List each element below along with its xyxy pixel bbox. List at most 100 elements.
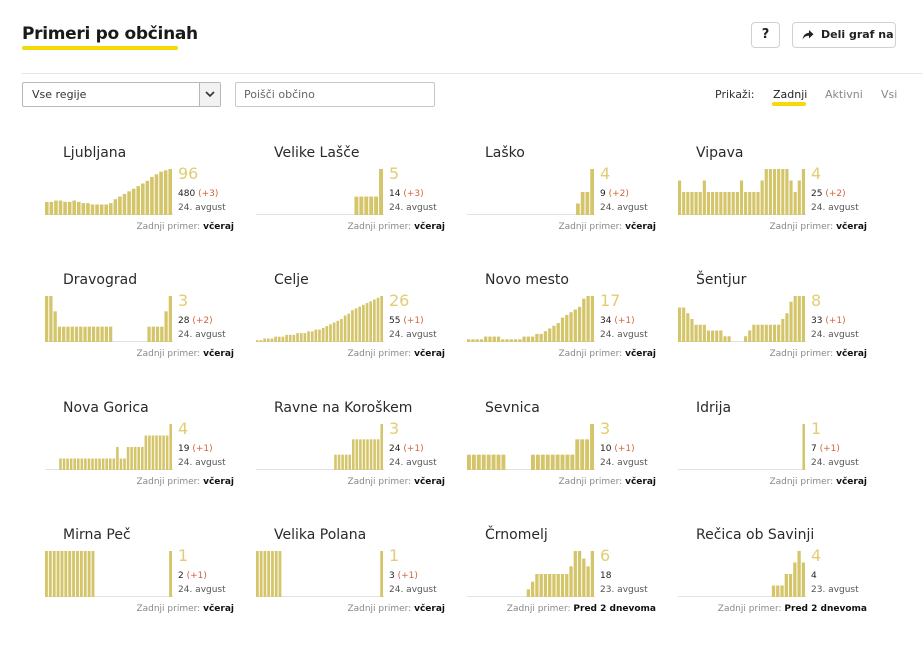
chart-bar — [95, 204, 99, 215]
show-label: Prikaži: — [715, 88, 755, 101]
new-cases-delta: (+2) — [825, 189, 846, 199]
chart-bar — [84, 458, 87, 470]
chart-bar — [83, 551, 87, 597]
chart-bar — [560, 574, 565, 597]
chart-bar — [274, 336, 277, 342]
chart-bar — [325, 326, 329, 342]
chart-bar — [53, 311, 57, 342]
chart-bar — [288, 334, 292, 342]
chart-bar — [374, 196, 379, 215]
chart-bar — [118, 196, 122, 215]
chart-bar — [580, 439, 585, 470]
chart-bar — [68, 551, 72, 597]
chart-bar — [67, 201, 72, 215]
chart-bar — [296, 333, 299, 342]
daily-cases-chart — [256, 551, 384, 597]
municipality-card: Nova Gorica 4 19 (+1) 24. avgust Zadnji prim… — [45, 400, 235, 510]
filter-option-aktivni[interactable]: Aktivni — [825, 88, 863, 101]
municipality-name: Mirna Peč — [63, 527, 131, 543]
chart-bar — [162, 435, 165, 470]
chart-bar — [141, 447, 144, 470]
chart-bar — [159, 171, 163, 215]
last-case-label: Zadnji primer: — [558, 477, 623, 487]
chart-bar — [52, 551, 56, 597]
last-case-line: Zadnji primer: včeraj — [558, 222, 656, 232]
chart-bar — [526, 336, 530, 342]
chart-bar — [772, 324, 777, 342]
help-button[interactable]: ? — [751, 22, 780, 48]
chart-bar — [575, 439, 580, 470]
chart-bar — [151, 435, 155, 470]
active-cases-value: 3 — [178, 291, 189, 310]
chart-bar — [793, 296, 797, 342]
chart-bar — [548, 328, 552, 342]
last-case-label: Zadnji primer: — [769, 477, 834, 487]
page-title: Primeri po občinah — [22, 24, 198, 44]
chart-bar — [366, 439, 369, 470]
chart-bar — [362, 439, 366, 470]
last-update-date: 24. avgust — [178, 330, 226, 340]
total-cases-value: 33 — [811, 316, 823, 326]
total-cases-line: 28 (+2) — [178, 316, 213, 326]
municipality-name: Nova Gorica — [63, 400, 149, 416]
chart-bar — [299, 333, 303, 342]
chart-bar — [491, 454, 496, 470]
chart-bar — [509, 339, 513, 342]
chart-bar — [163, 170, 168, 215]
chart-bar — [263, 338, 266, 342]
chart-bar — [354, 196, 359, 215]
filter-option-zadnji[interactable]: Zadnji — [773, 88, 808, 101]
share-button[interactable]: Deli graf na — [792, 22, 896, 48]
chart-bar — [576, 203, 580, 215]
chart-bar — [702, 324, 706, 342]
chart-bar — [501, 454, 506, 470]
chart-bar — [793, 192, 797, 215]
municipality-card: Velika Polana 1 3 (+1) 24. avgust Zadnji pri… — [256, 527, 446, 637]
chart-bar — [307, 331, 310, 342]
page-header: Primeri po občinah ? Deli graf na — [22, 22, 896, 52]
chevron-down-icon — [205, 91, 215, 98]
chart-bar — [526, 589, 530, 597]
chart-bar — [565, 454, 570, 470]
chart-bar — [739, 180, 744, 215]
chart-bar — [359, 439, 362, 470]
chart-bar — [56, 551, 60, 597]
chart-bar — [318, 329, 321, 342]
last-case-label: Zadnji primer: — [136, 604, 201, 614]
last-case-line: Zadnji primer: včeraj — [769, 477, 867, 487]
active-cases-value: 1 — [178, 546, 189, 565]
daily-cases-chart — [256, 169, 384, 215]
new-cases-delta: (+3) — [403, 189, 424, 199]
chart-bar — [690, 192, 694, 215]
chart-bar — [100, 326, 104, 342]
chart-bar — [492, 336, 496, 342]
chart-bar — [131, 188, 136, 215]
chart-bar — [475, 339, 479, 342]
last-case-line: Zadnji primer: včeraj — [558, 349, 656, 359]
chart-bar — [543, 331, 548, 342]
municipality-name: Velika Polana — [274, 527, 367, 543]
daily-cases-chart — [467, 169, 595, 215]
chart-bar — [772, 169, 777, 215]
chart-bar — [79, 326, 83, 342]
search-input[interactable] — [235, 82, 435, 107]
chart-bar — [801, 296, 805, 342]
chart-bar — [682, 192, 686, 215]
municipality-name: Ravne na Koroškem — [274, 400, 413, 416]
chart-bar — [77, 458, 80, 470]
new-cases-delta: (+1) — [192, 444, 213, 454]
municipality-name: Vipava — [696, 145, 744, 161]
chart-bar — [96, 326, 100, 342]
chart-bar — [678, 307, 682, 342]
region-select[interactable]: Vse regije — [22, 82, 221, 107]
total-cases-line: 4 — [811, 571, 817, 581]
active-cases-value: 26 — [389, 291, 410, 310]
municipality-card: Velike Lašče 5 14 (+3) 24. avgust Zadnji pri… — [256, 145, 446, 255]
chart-bar — [127, 191, 131, 215]
new-cases-delta: (+1) — [397, 571, 418, 581]
chart-bar — [352, 439, 355, 470]
chart-bar — [535, 574, 539, 597]
last-case-value: včeraj — [414, 349, 445, 359]
chart-bar — [113, 199, 118, 215]
filter-option-vsi[interactable]: Vsi — [881, 88, 898, 101]
